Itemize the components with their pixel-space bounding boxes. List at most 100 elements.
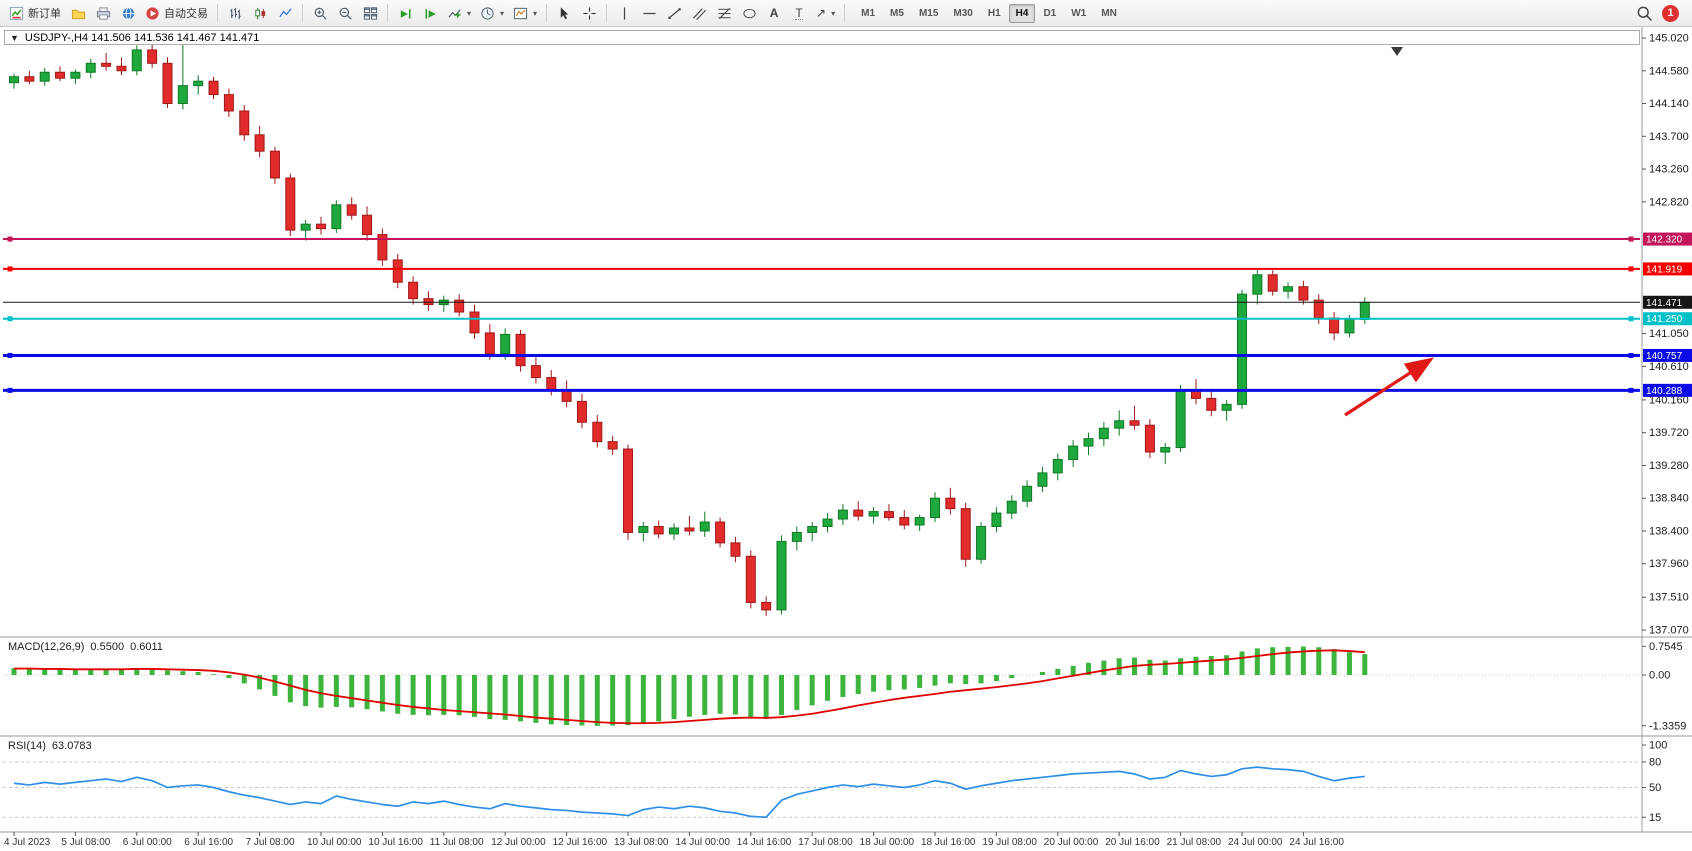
auto-scroll-icon xyxy=(400,8,410,19)
timeframe-button-M1[interactable]: M1 xyxy=(861,7,876,19)
auto-scroll-button[interactable] xyxy=(393,2,417,24)
chart-shift-button[interactable] xyxy=(418,2,442,24)
templates-button[interactable]: ▾ xyxy=(509,2,541,24)
channel-icon xyxy=(692,7,706,20)
clock-icon xyxy=(481,6,494,20)
bar-chart-button[interactable] xyxy=(223,2,247,24)
horizontal-line-icon xyxy=(642,12,656,14)
svg-text:19 Jul 08:00: 19 Jul 08:00 xyxy=(982,837,1037,848)
trendline-tool-button[interactable] xyxy=(662,2,686,24)
new-order-button[interactable]: 新订单 xyxy=(5,2,65,24)
refresh-button[interactable] xyxy=(116,2,140,24)
svg-text:142.320: 142.320 xyxy=(1646,235,1683,246)
arrow-tool-icon: ↗ xyxy=(816,6,827,20)
svg-text:12 Jul 00:00: 12 Jul 00:00 xyxy=(491,837,546,848)
macd-label: MACD(12,26,9) 0.5500 0.6011 xyxy=(8,641,163,653)
hline-140.757[interactable]: 140.757 xyxy=(3,348,1692,362)
channel-tool-button[interactable] xyxy=(687,2,711,24)
line-chart-icon xyxy=(278,7,292,17)
search-icon[interactable] xyxy=(1636,5,1653,22)
fibonacci-tool-button[interactable] xyxy=(712,2,736,24)
svg-text:6 Jul 00:00: 6 Jul 00:00 xyxy=(123,837,172,848)
periods-button[interactable]: ▾ xyxy=(476,2,508,24)
refresh-icon xyxy=(122,6,134,20)
templates-icon xyxy=(513,7,528,19)
timeframe-button-H4[interactable]: H4 xyxy=(1008,3,1036,23)
timeframe-group: M1 M5 M15 M30 H1 H4 D1 W1 MN xyxy=(854,3,1124,23)
svg-text:137.510: 137.510 xyxy=(1649,592,1689,604)
arrows-tool-button[interactable]: ↗ ▾ xyxy=(812,2,839,24)
chart-shift-icon xyxy=(425,8,436,19)
svg-text:144.580: 144.580 xyxy=(1649,65,1689,77)
indicators-icon xyxy=(448,8,461,18)
new-order-icon xyxy=(9,6,24,20)
timeframe-button-H1[interactable]: H1 xyxy=(987,7,1001,19)
price-badge xyxy=(1643,262,1692,276)
svg-text:143.700: 143.700 xyxy=(1649,131,1689,143)
line-chart-button[interactable] xyxy=(273,2,297,24)
macd-name: MACD(12,26,9) xyxy=(8,641,85,653)
timeframe-button-M5[interactable]: M5 xyxy=(890,7,904,19)
svg-text:138.400: 138.400 xyxy=(1649,525,1689,537)
autotrading-button[interactable]: 自动交易 xyxy=(141,2,212,24)
svg-text:4 Jul 2023: 4 Jul 2023 xyxy=(4,837,51,848)
svg-text:100: 100 xyxy=(1649,740,1667,752)
rsi-label: RSI(14) 63.0783 xyxy=(8,740,92,752)
svg-text:5 Jul 08:00: 5 Jul 08:00 xyxy=(61,837,110,848)
cursor-tool-button[interactable] xyxy=(552,2,576,24)
macd-main-value: 0.5500 xyxy=(90,641,125,653)
svg-text:15: 15 xyxy=(1649,812,1661,824)
text-tool-button[interactable]: A xyxy=(762,2,786,24)
horizontal-line-tool-button[interactable] xyxy=(637,2,661,24)
toolbar-separator xyxy=(546,4,548,22)
profiles-button[interactable] xyxy=(66,2,90,24)
print-icon xyxy=(96,6,110,20)
print-button[interactable] xyxy=(91,2,115,24)
indicators-caret-icon: ▾ xyxy=(467,8,472,18)
indicators-button[interactable]: ▾ xyxy=(443,2,475,24)
tile-windows-button[interactable] xyxy=(358,2,382,24)
price-badge xyxy=(1643,383,1692,397)
svg-text:24 Jul 00:00: 24 Jul 00:00 xyxy=(1228,837,1283,848)
hline-142.320[interactable]: 142.320 xyxy=(3,232,1692,246)
toolbar: 新订单 自动交易 xyxy=(0,0,1692,27)
templates-caret-icon: ▾ xyxy=(533,8,538,18)
shapes-tool-button[interactable] xyxy=(737,2,761,24)
trend-arrow-annotation[interactable] xyxy=(1344,357,1435,417)
price-badge xyxy=(1643,312,1692,326)
hline-141.919[interactable]: 141.919 xyxy=(3,262,1692,276)
zoom-out-icon xyxy=(339,7,352,20)
timeframe-button-MN[interactable]: MN xyxy=(1101,7,1117,19)
price-axis: 145.020 144.580 144.140 143.700 143.260 142.8… xyxy=(1642,33,1689,637)
svg-text:140.160: 140.160 xyxy=(1649,394,1689,406)
timeframe-button-M15[interactable]: M15 xyxy=(918,7,939,19)
vertical-line-tool-button[interactable] xyxy=(612,2,636,24)
hline-140.288[interactable]: 140.288 xyxy=(3,383,1692,397)
notification-badge[interactable]: 1 xyxy=(1662,4,1679,22)
profiles-icon xyxy=(71,9,85,19)
zoom-in-button[interactable] xyxy=(308,2,332,24)
svg-text:142.820: 142.820 xyxy=(1649,196,1689,208)
zoom-out-button[interactable] xyxy=(333,2,357,24)
svg-text:140.288: 140.288 xyxy=(1646,386,1683,397)
text-icon: A xyxy=(769,6,779,20)
timeframe-button-W1[interactable]: W1 xyxy=(1071,7,1087,19)
candlestick-chart-button[interactable] xyxy=(248,2,272,24)
crosshair-tool-button[interactable] xyxy=(577,2,601,24)
vertical-line-icon xyxy=(623,6,625,20)
svg-text:141.919: 141.919 xyxy=(1646,264,1683,275)
svg-text:18 Jul 00:00: 18 Jul 00:00 xyxy=(860,837,915,848)
svg-text:18 Jul 16:00: 18 Jul 16:00 xyxy=(921,837,976,848)
timeframe-button-M30[interactable]: M30 xyxy=(953,7,973,19)
svg-text:0.00: 0.00 xyxy=(1649,670,1670,682)
candles-layer[interactable] xyxy=(9,38,1370,616)
trendline-icon xyxy=(667,7,681,19)
rsi-value: 63.0783 xyxy=(51,740,92,752)
bar-chart-icon xyxy=(229,7,241,19)
hline-141.250[interactable]: 141.250 xyxy=(3,312,1692,326)
text-label-tool-button[interactable]: T xyxy=(787,2,811,24)
collapse-chart-icon[interactable]: ▼ xyxy=(10,32,19,43)
shift-marker-icon[interactable] xyxy=(1391,47,1403,56)
timeframe-button-D1[interactable]: D1 xyxy=(1043,7,1057,19)
